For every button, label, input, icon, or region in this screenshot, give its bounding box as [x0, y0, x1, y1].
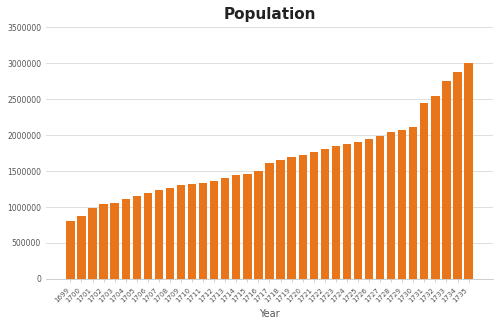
- Bar: [232, 175, 240, 279]
- Bar: [154, 190, 163, 279]
- Bar: [409, 127, 418, 279]
- Bar: [78, 216, 86, 279]
- Bar: [310, 152, 318, 279]
- Bar: [320, 149, 329, 279]
- Bar: [188, 184, 196, 279]
- Bar: [420, 103, 428, 279]
- Bar: [221, 178, 230, 279]
- Bar: [398, 130, 406, 279]
- Bar: [166, 187, 174, 279]
- Bar: [144, 193, 152, 279]
- Bar: [454, 72, 462, 279]
- Bar: [332, 146, 340, 279]
- Bar: [88, 208, 96, 279]
- Bar: [254, 171, 262, 279]
- Bar: [210, 182, 218, 279]
- Bar: [298, 155, 307, 279]
- X-axis label: Year: Year: [259, 309, 280, 319]
- Bar: [243, 174, 252, 279]
- Bar: [199, 183, 207, 279]
- Bar: [110, 203, 119, 279]
- Bar: [276, 160, 284, 279]
- Bar: [354, 141, 362, 279]
- Bar: [66, 221, 74, 279]
- Bar: [177, 185, 185, 279]
- Bar: [100, 204, 108, 279]
- Bar: [464, 63, 472, 279]
- Bar: [387, 132, 396, 279]
- Bar: [288, 157, 296, 279]
- Bar: [343, 144, 351, 279]
- Bar: [132, 196, 141, 279]
- Bar: [432, 96, 440, 279]
- Bar: [122, 199, 130, 279]
- Bar: [365, 139, 373, 279]
- Title: Population: Population: [223, 7, 316, 22]
- Bar: [376, 136, 384, 279]
- Bar: [442, 81, 450, 279]
- Bar: [266, 163, 274, 279]
